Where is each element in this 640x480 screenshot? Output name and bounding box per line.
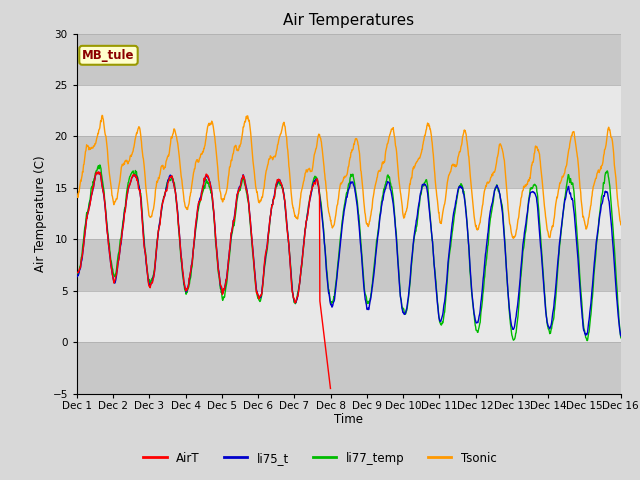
Bar — [77, 342, 621, 394]
Legend: AirT, li75_t, li77_temp, Tsonic: AirT, li75_t, li77_temp, Tsonic — [139, 447, 501, 469]
Y-axis label: Air Temperature (C): Air Temperature (C) — [34, 156, 47, 272]
Bar — [77, 291, 621, 342]
Bar — [77, 136, 621, 188]
Bar — [77, 34, 621, 85]
Title: Air Temperatures: Air Temperatures — [284, 13, 414, 28]
Bar — [77, 240, 621, 291]
X-axis label: Time: Time — [334, 413, 364, 426]
Text: MB_tule: MB_tule — [82, 49, 135, 62]
Bar — [77, 85, 621, 136]
Bar — [77, 188, 621, 240]
